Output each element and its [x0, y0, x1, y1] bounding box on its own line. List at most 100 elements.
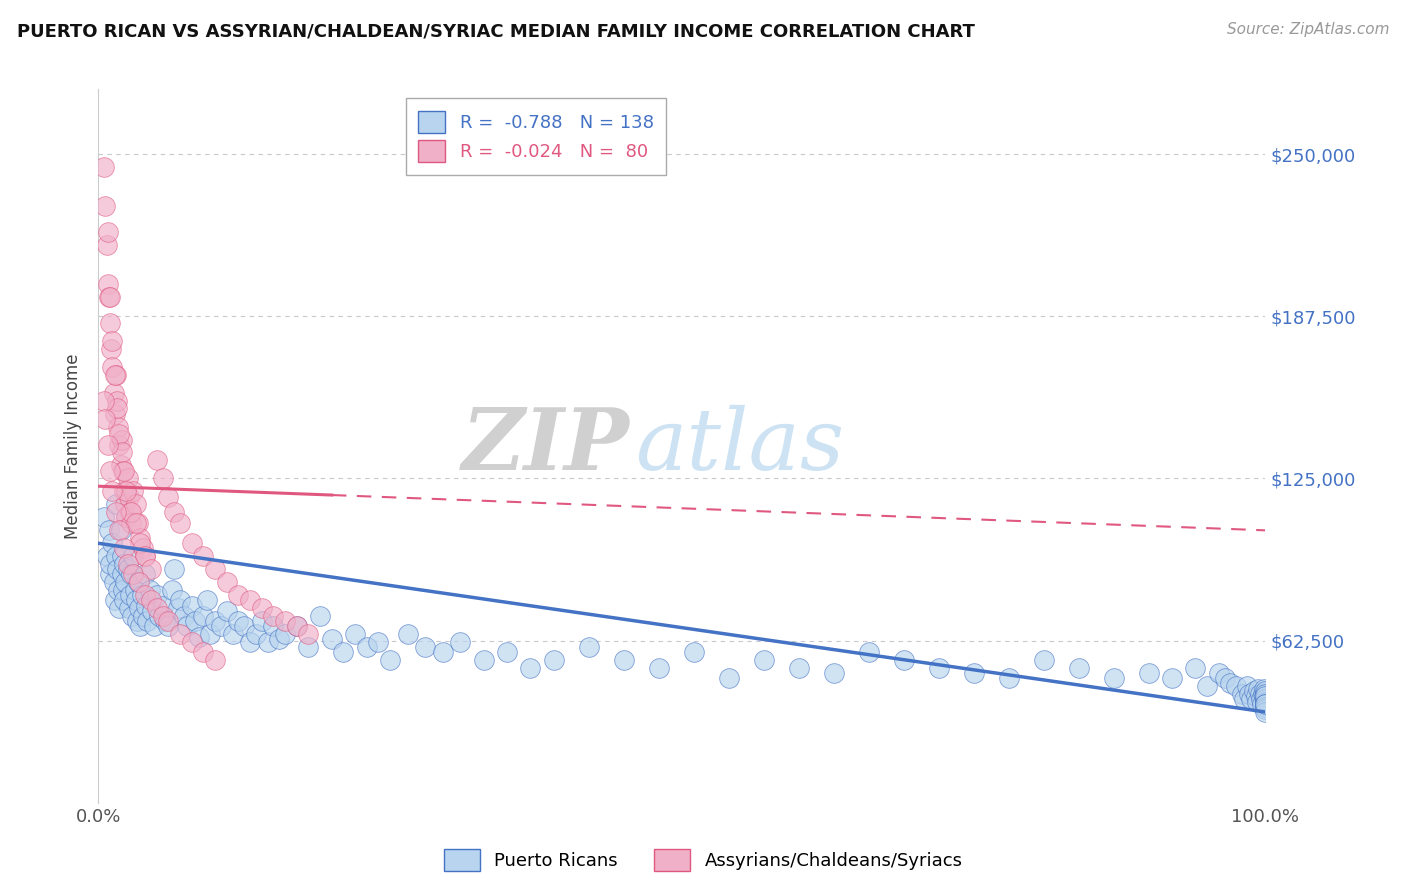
Point — [496, 645, 519, 659]
Point — [187, 630, 209, 644]
Point — [647, 661, 669, 675]
Point — [125, 593, 148, 607]
Point — [233, 619, 256, 633]
Point — [96, 549, 118, 564]
Point — [1251, 697, 1274, 711]
Point — [115, 484, 138, 499]
Point — [200, 627, 222, 641]
Point — [274, 614, 297, 628]
Point — [245, 627, 267, 641]
Point — [173, 609, 195, 624]
Point — [129, 531, 152, 545]
Point — [1102, 671, 1125, 685]
Point — [1254, 687, 1277, 701]
Point — [962, 666, 984, 681]
Point — [118, 505, 141, 519]
Point — [1249, 687, 1271, 701]
Point — [134, 549, 156, 564]
Point — [135, 599, 157, 613]
Point — [1247, 681, 1270, 696]
Point — [176, 619, 198, 633]
Point — [103, 385, 125, 400]
Point — [93, 393, 115, 408]
Point — [139, 562, 162, 576]
Point — [928, 661, 950, 675]
Point — [1254, 692, 1277, 706]
Point — [107, 419, 129, 434]
Point — [239, 635, 262, 649]
Point — [104, 368, 127, 382]
Point — [100, 342, 122, 356]
Point — [103, 575, 125, 590]
Point — [215, 575, 238, 590]
Point — [250, 614, 273, 628]
Point — [104, 368, 127, 382]
Point — [1225, 679, 1247, 693]
Point — [152, 599, 174, 613]
Point — [104, 407, 127, 421]
Point — [114, 575, 136, 590]
Point — [1254, 699, 1277, 714]
Point — [228, 614, 250, 628]
Point — [104, 497, 127, 511]
Point — [101, 484, 124, 499]
Point — [115, 510, 138, 524]
Point — [134, 588, 156, 602]
Point — [163, 505, 186, 519]
Point — [117, 557, 139, 571]
Point — [94, 411, 117, 425]
Point — [104, 505, 127, 519]
Point — [111, 464, 134, 478]
Point — [93, 510, 115, 524]
Point — [97, 277, 120, 291]
Point — [136, 614, 159, 628]
Point — [613, 653, 636, 667]
Point — [180, 536, 202, 550]
Point — [858, 645, 880, 659]
Point — [112, 484, 135, 499]
Point — [114, 497, 136, 511]
Point — [1254, 690, 1277, 704]
Point — [128, 601, 150, 615]
Point — [413, 640, 436, 654]
Point — [332, 645, 354, 659]
Point — [146, 601, 169, 615]
Point — [98, 464, 121, 478]
Point — [1253, 690, 1275, 704]
Point — [120, 516, 142, 530]
Point — [449, 635, 471, 649]
Point — [215, 604, 238, 618]
Point — [112, 593, 135, 607]
Point — [118, 601, 141, 615]
Point — [1251, 687, 1274, 701]
Text: PUERTO RICAN VS ASSYRIAN/CHALDEAN/SYRIAC MEDIAN FAMILY INCOME CORRELATION CHART: PUERTO RICAN VS ASSYRIAN/CHALDEAN/SYRIAC… — [17, 22, 974, 40]
Point — [1236, 679, 1258, 693]
Point — [1254, 697, 1277, 711]
Point — [169, 627, 191, 641]
Point — [98, 290, 121, 304]
Point — [1254, 697, 1277, 711]
Point — [285, 619, 308, 633]
Point — [122, 567, 145, 582]
Point — [269, 632, 291, 647]
Text: Source: ZipAtlas.com: Source: ZipAtlas.com — [1226, 22, 1389, 37]
Y-axis label: Median Family Income: Median Family Income — [65, 353, 83, 539]
Point — [1230, 687, 1253, 701]
Point — [139, 593, 162, 607]
Point — [108, 427, 131, 442]
Point — [262, 619, 284, 633]
Point — [274, 627, 297, 641]
Point — [118, 588, 141, 602]
Point — [111, 582, 134, 597]
Point — [1254, 695, 1277, 709]
Point — [97, 225, 120, 239]
Point — [101, 359, 124, 374]
Point — [193, 609, 215, 624]
Point — [134, 567, 156, 582]
Point — [125, 614, 148, 628]
Point — [180, 599, 202, 613]
Point — [132, 609, 155, 624]
Point — [141, 604, 163, 618]
Point — [108, 601, 131, 615]
Point — [1233, 692, 1256, 706]
